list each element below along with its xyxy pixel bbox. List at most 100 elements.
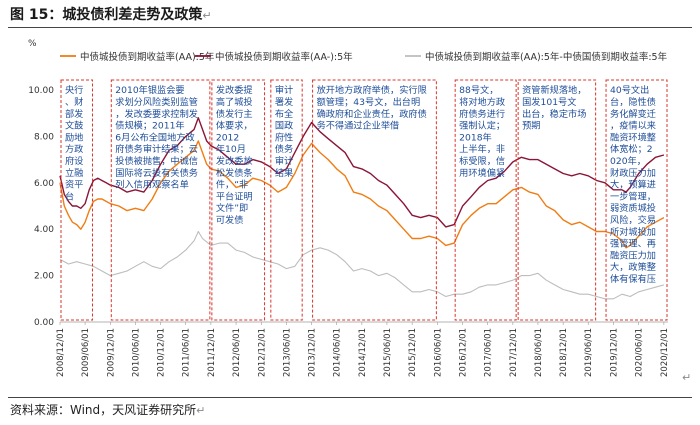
annotation-text-line: 方政: [65, 143, 83, 155]
annotation-text-line: 020年，: [610, 155, 646, 167]
annotation-box-8: [605, 79, 668, 321]
annotation-text-line: 将对地方政: [459, 96, 505, 108]
x-tick-label: 2017/06/01: [484, 328, 494, 377]
annotation-text-line: 审计: [275, 155, 293, 167]
annotation-text-line: 债发行主: [216, 108, 253, 120]
annotation-text-line: 平台证明: [216, 190, 253, 202]
x-tick-label: 2011/12/01: [207, 328, 217, 377]
annotation-text-line: 国发101号文: [522, 96, 576, 108]
y-tick-label: 0.00: [34, 318, 54, 328]
annotation-text-line: 大，预算进: [610, 179, 656, 191]
legend-label-2: 中债城投债到期收益率(AA-):5年: [215, 51, 353, 63]
annotation-text-line: 励地: [65, 131, 83, 143]
annotation-text-line: 台: [65, 190, 74, 202]
annotation-text-line: 、财: [65, 96, 83, 108]
x-tick-label: 2012/12/01: [257, 328, 267, 377]
annotation-text-line: 署发: [275, 96, 293, 108]
annotation-text-line: 债规模；2011年: [115, 120, 184, 132]
chart-legend: 中债城投债到期收益率(AA):5年 中债城投债到期收益率(AA-):5年 中债城投债…: [60, 51, 668, 63]
annotation-text-line: 体宽松；2: [610, 143, 653, 155]
x-tick-label: 2013/06/01: [282, 328, 292, 377]
annotation-text-line: 资平: [65, 180, 83, 191]
return-mark: ↵: [202, 9, 212, 22]
x-tick-label: 2017/12/01: [509, 328, 519, 377]
annotation-text-line: 府债务审计结果；云: [115, 143, 198, 155]
x-tick-label: 2010/12/01: [157, 328, 167, 377]
annotation-text-4: 审计署发布全国政府性债务审计结果: [275, 84, 293, 179]
annotation-text-line: 40号文出: [610, 84, 649, 96]
annotation-text-line: 融资环境整: [610, 131, 656, 143]
annotation-text-line: 布全: [275, 108, 293, 120]
annotation-text-line: ，疫情以来: [610, 120, 656, 132]
annotation-text-line: 标受限，信: [459, 155, 505, 167]
x-tick-label: 2016/06/01: [433, 328, 443, 377]
annotation-text-line: 强制认定；: [459, 120, 505, 132]
annotation-text-7: 资管新规落地，国发101号文出台，稳定市场预期: [522, 84, 586, 131]
annotation-box-6: [454, 79, 517, 321]
annotation-text-line: 2012: [216, 132, 239, 143]
annotation-text-line: 府设: [65, 155, 83, 167]
annotation-box-2: [110, 79, 211, 321]
x-tick-label: 2020/06/01: [635, 328, 645, 377]
annotation-text-line: 年10月: [216, 143, 246, 155]
annotation-text-line: 体有保有压: [610, 273, 656, 285]
x-tick-label: 2018/06/01: [534, 328, 544, 377]
annotation-text-5: 放开地方政府举债，实行限额管理；43号文，出台明确政府和企业责任，政府债务不得通…: [317, 84, 427, 131]
annotation-text-line: 文件”即: [216, 202, 248, 214]
annotation-text-line: ，发改委要求控制发: [115, 108, 198, 120]
annotation-text-line: 88号文，: [459, 84, 498, 96]
annotation-text-line: 府性: [275, 131, 293, 143]
annotation-text-line: 国际将云投有关债务: [115, 167, 198, 179]
annotation-text-line: 强管理、再: [610, 238, 656, 250]
annotation-text-6: 88号文，将对地方政府债务进行强制认定； 2018年上半年，非标受限，信用环境偏紧: [459, 84, 505, 179]
y-axis: % 0.00 2.00 4.00 6.00 8.00 10.00: [28, 39, 54, 328]
annotation-text-1: 央行、财部发文鼓励地方政府设立融资平台: [65, 84, 83, 202]
annotation-text-8: 40号文出台，隐性债务化解变迁，疫情以来融资环境整体宽松；2 020年，财政压力加…: [610, 84, 656, 285]
source-divider: [8, 397, 692, 398]
legend-label-3: 中债城投债到期收益率(AA):5年-中债国债到期收益率:5年: [425, 51, 668, 63]
annotation-text-line: 央行: [65, 84, 83, 96]
series-layer: [59, 117, 665, 300]
annotation-text-line: 6月公布全国地方政: [115, 131, 194, 143]
annotation-text-line: 一步管理，: [610, 190, 656, 202]
y-tick-label: 8.00: [34, 132, 54, 142]
x-tick-label: 2019/06/01: [584, 328, 594, 377]
x-tick-label: 2012/06/01: [232, 328, 242, 377]
annotation-text-line: 列入信用观察名单: [115, 179, 189, 191]
annotation-text-line: 弱资质城投: [610, 202, 656, 214]
annotation-text-line: 债务: [275, 143, 293, 155]
annotation-text-line: 台，隐性债: [610, 96, 656, 108]
annotation-text-line: 出台，稳定市场: [522, 108, 586, 120]
y-tick-label: 10.00: [28, 86, 54, 96]
annotation-text-line: 资管新规落地，: [522, 84, 586, 96]
annotation-text-line: 文鼓: [65, 120, 83, 132]
annotation-box-5: [312, 79, 437, 321]
annotation-text-line: 可发债: [216, 214, 244, 226]
y-tick-label: 6.00: [34, 179, 54, 189]
x-tick-label: 2014/12/01: [358, 328, 368, 377]
x-axis: 2008/12/01 2009/06/01 2009/12/01 2010/06/01…: [56, 321, 670, 377]
annotation-box-1: [60, 79, 93, 321]
x-tick-label: 2018/12/01: [559, 328, 569, 377]
x-tick-label: 2020/12/01: [660, 328, 670, 377]
legend-label-1: 中债城投债到期收益率(AA):5年: [80, 51, 215, 63]
annotation-box-4: [270, 79, 303, 321]
annotation-text-line: 发改委提: [216, 84, 253, 96]
annotation-text-line: 审计: [275, 84, 293, 96]
source-note: 资料来源：Wind，天风证券研究所↵: [10, 403, 206, 417]
y-tick-label: 2.00: [34, 272, 54, 282]
annotation-text-line: 风险，交易: [610, 214, 656, 226]
x-tick-label: 2011/06/01: [182, 328, 192, 377]
annotation-text-line: 件，“非: [216, 179, 248, 191]
title-divider: [8, 27, 692, 28]
annotation-text-line: 所对城投加: [610, 226, 656, 238]
annotation-text-line: 放开地方政府举债，实行限: [317, 84, 427, 96]
annotation-text-3: 发改委提高了城投债发行主体要求， 2012 年10月发改委放松发债条件，“非平台证明…: [216, 84, 253, 226]
annotation-text-line: 融资压力加: [610, 249, 656, 261]
figure-title: 图 15：城投债利差走势及政策↵: [10, 7, 212, 23]
y-tick-label: 4.00: [34, 225, 54, 235]
x-tick-label: 2008/12/01: [56, 328, 66, 377]
annotation-text-line: 财政压力加: [610, 167, 656, 179]
annotation-text-line: 用环境偏紧: [459, 167, 505, 179]
